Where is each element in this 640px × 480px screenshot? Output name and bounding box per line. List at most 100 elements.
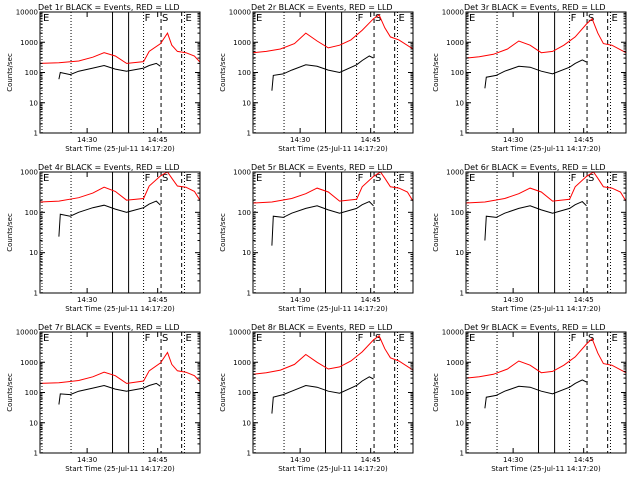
marker-label-1: E <box>43 13 49 24</box>
panel-title: Det 5r BLACK = Events, RED = LLD <box>251 163 393 172</box>
series-events <box>58 200 161 237</box>
y-tick-label-1: 1 <box>247 130 251 138</box>
y-tick-label-2: 10 <box>242 99 251 107</box>
y-tick-label-2: 10 <box>455 99 464 107</box>
x-axis-label: Start Time (25-Jul-11 14:17:20) <box>491 145 601 153</box>
y-tick-label-5: 10000 <box>442 329 464 337</box>
x-tick-label-1: 14:30 <box>290 296 310 304</box>
marker-label-3: S <box>162 173 168 184</box>
series-events <box>271 201 374 246</box>
series-events <box>484 201 587 241</box>
marker-label-3: S <box>588 333 594 344</box>
x-tick-label-2: 14:45 <box>361 136 381 144</box>
y-tick-label-1: 1 <box>34 450 38 458</box>
series-lld <box>466 172 626 204</box>
x-axis-label: Start Time (25-Jul-11 14:17:20) <box>491 465 601 473</box>
marker-label-4: E <box>185 173 191 184</box>
series-group <box>40 351 200 405</box>
marker-label-2: F <box>571 13 577 24</box>
y-tick-label-1: 1 <box>460 130 464 138</box>
panel-title: Det 1r BLACK = Events, RED = LLD <box>38 3 180 12</box>
x-tick-label-2: 14:45 <box>148 136 168 144</box>
marker-label-3: S <box>375 333 381 344</box>
y-tick-label-2: 10 <box>29 99 38 107</box>
marker-label-2: F <box>358 333 364 344</box>
y-tick-label-5: 10000 <box>229 329 251 337</box>
panel-title: Det 3r BLACK = Events, RED = LLD <box>464 3 606 12</box>
y-tick-label-3: 100 <box>451 389 464 397</box>
marker-label-1: E <box>256 173 262 184</box>
marker-label-4: E <box>611 173 617 184</box>
x-axis-label: Start Time (25-Jul-11 14:17:20) <box>65 465 175 473</box>
x-axis-label: Start Time (25-Jul-11 14:17:20) <box>65 145 175 153</box>
marker-label-1: E <box>256 13 262 24</box>
y-tick-label-1: 1 <box>247 450 251 458</box>
marker-label-4: E <box>398 173 404 184</box>
marker-label-1: E <box>256 333 262 344</box>
marker-label-4: E <box>398 333 404 344</box>
x-tick-label-1: 14:30 <box>503 136 523 144</box>
marker-label-2: F <box>571 333 577 344</box>
y-tick-label-2: 10 <box>242 249 251 257</box>
y-tick-label-2: 10 <box>455 419 464 427</box>
x-tick-label-2: 14:45 <box>574 136 594 144</box>
x-axis-label: Start Time (25-Jul-11 14:17:20) <box>278 305 388 313</box>
y-tick-label-2: 10 <box>29 419 38 427</box>
series-lld <box>40 351 200 384</box>
y-tick-label-1: 1 <box>460 290 464 298</box>
y-tick-label-1: 1 <box>247 290 251 298</box>
series-events <box>271 55 374 91</box>
y-tick-label-4: 1000 <box>233 169 251 177</box>
marker-label-2: F <box>358 173 364 184</box>
y-tick-label-1: 1 <box>34 290 38 298</box>
y-tick-label-4: 1000 <box>20 39 38 47</box>
marker-label-2: F <box>358 13 364 24</box>
y-tick-label-3: 100 <box>451 69 464 77</box>
y-axis-label: Counts/sec <box>219 213 227 252</box>
y-tick-label-4: 1000 <box>446 359 464 367</box>
series-events <box>58 382 161 405</box>
y-tick-label-4: 1000 <box>446 169 464 177</box>
x-tick-label-2: 14:45 <box>148 296 168 304</box>
series-events <box>484 59 587 89</box>
marker-label-3: S <box>588 13 594 24</box>
plot-frame <box>252 171 414 294</box>
x-tick-label-2: 14:45 <box>574 296 594 304</box>
y-tick-label-5: 10000 <box>16 9 38 17</box>
y-tick-label-4: 1000 <box>233 359 251 367</box>
y-axis-label: Counts/sec <box>432 373 440 412</box>
series-group <box>40 172 200 237</box>
marker-label-1: E <box>469 13 475 24</box>
x-axis-label: Start Time (25-Jul-11 14:17:20) <box>278 465 388 473</box>
y-tick-label-3: 100 <box>25 69 38 77</box>
series-group <box>253 172 413 246</box>
y-tick-label-5: 10000 <box>442 9 464 17</box>
y-tick-label-5: 10000 <box>229 9 251 17</box>
y-tick-label-1: 1 <box>460 450 464 458</box>
marker-label-1: E <box>469 333 475 344</box>
y-axis-label: Counts/sec <box>6 213 14 252</box>
plot-frame <box>39 331 201 454</box>
x-tick-label-1: 14:30 <box>77 136 97 144</box>
series-lld <box>253 172 413 204</box>
y-tick-label-1: 1 <box>34 130 38 138</box>
y-tick-label-2: 10 <box>242 419 251 427</box>
series-group <box>466 17 626 89</box>
y-axis-label: Counts/sec <box>432 53 440 92</box>
marker-label-1: E <box>43 173 49 184</box>
y-tick-label-3: 100 <box>451 209 464 217</box>
series-events <box>271 376 374 414</box>
series-group <box>466 337 626 409</box>
x-axis-label: Start Time (25-Jul-11 14:17:20) <box>278 145 388 153</box>
x-tick-label-2: 14:45 <box>361 296 381 304</box>
x-tick-label-1: 14:30 <box>290 136 310 144</box>
y-tick-label-4: 1000 <box>233 39 251 47</box>
plot-frame <box>252 11 414 134</box>
y-axis-label: Counts/sec <box>6 53 14 92</box>
panel-title: Det 6r BLACK = Events, RED = LLD <box>464 163 606 172</box>
